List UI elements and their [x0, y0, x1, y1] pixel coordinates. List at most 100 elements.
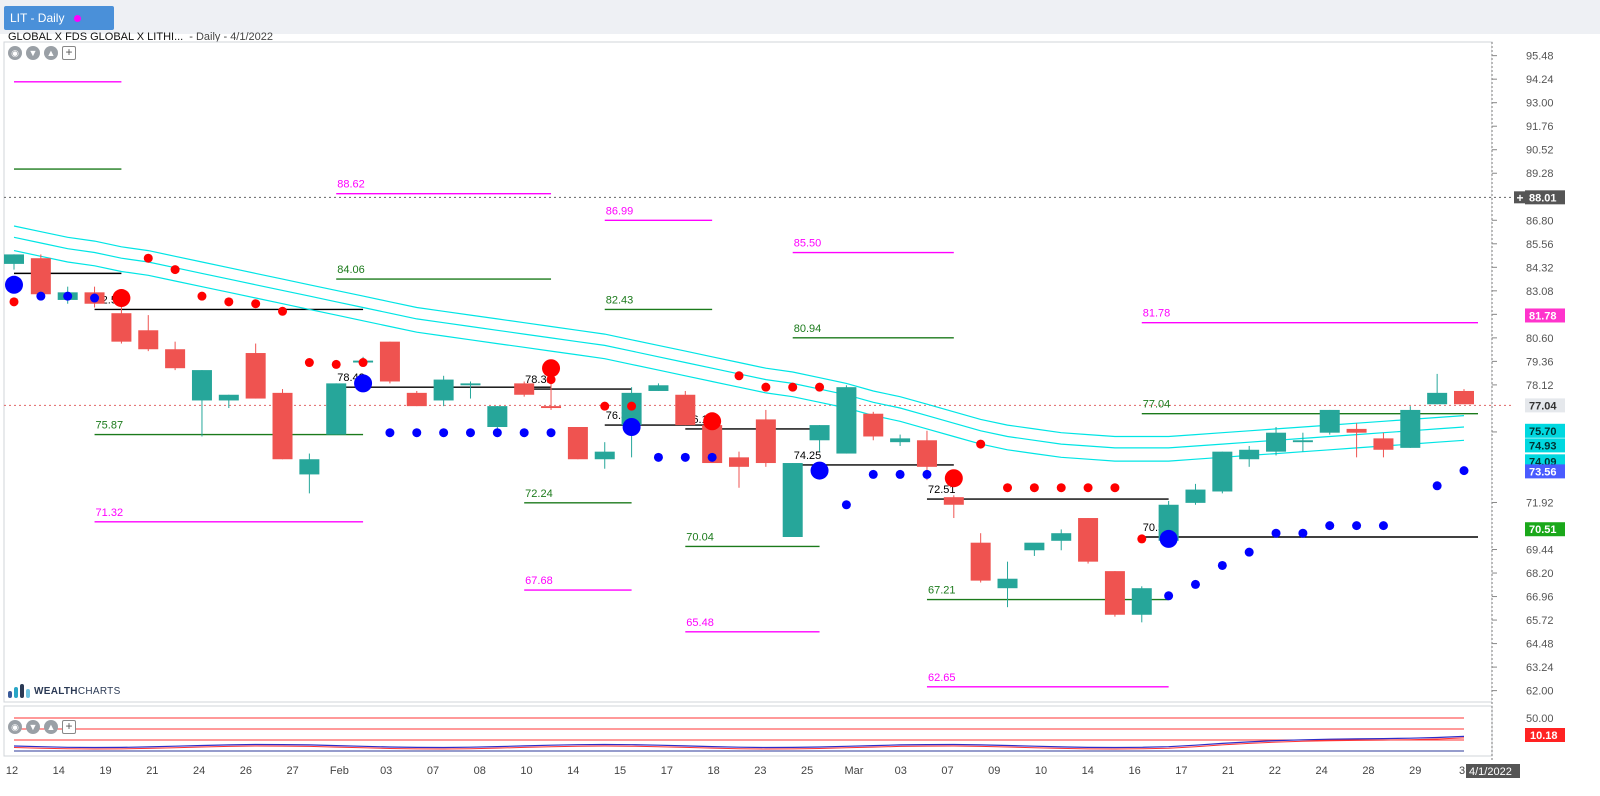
candle [165, 341, 186, 371]
candle [970, 533, 991, 583]
candle [1212, 451, 1233, 494]
crosshair-plus-icon: + [1514, 191, 1526, 205]
chart-tab-label: LIT - Daily [10, 11, 65, 25]
x-tick-label: 16 [1128, 765, 1140, 777]
add-panel-icon[interactable]: + [62, 46, 76, 60]
blue-dot [1378, 521, 1388, 531]
sub-collapse-up-icon[interactable]: ▲ [44, 720, 58, 734]
price-badge-label: 81.78 [1529, 310, 1557, 322]
black-level-line-label: 74.25 [794, 450, 822, 462]
sub-collapse-down-icon[interactable]: ▼ [26, 720, 40, 734]
green-level-line-label: 70.04 [686, 531, 714, 543]
collapse-down-icon[interactable]: ▼ [26, 46, 40, 60]
blue-dot [465, 428, 475, 438]
x-tick-label: 03 [895, 765, 907, 777]
candle [1266, 427, 1287, 456]
x-tick-label: Mar [844, 765, 863, 777]
sub-add-panel-icon[interactable]: + [62, 720, 76, 734]
candle-body [272, 392, 293, 460]
y-tick-label: 71.92 [1526, 497, 1554, 509]
y-tick-label: 79.36 [1526, 356, 1554, 368]
x-tick-label: 29 [1409, 765, 1421, 777]
candle-body [943, 497, 964, 505]
candle-body [1454, 390, 1474, 405]
blue-dots-large [5, 275, 1178, 548]
green-level-line-label: 75.87 [96, 420, 124, 432]
blue-dot [1271, 528, 1281, 538]
magenta-levels: 88.62 86.99 85.50 81.78 71.32 67.68 65.48 62.65 [14, 81, 1478, 688]
sub-crosshair-tool-icon[interactable]: ◉ [8, 720, 22, 734]
red-dot-large [944, 469, 963, 488]
collapse-up-icon[interactable]: ▲ [44, 46, 58, 60]
x-tick-label: 24 [193, 765, 205, 777]
x-tick-label: 08 [474, 765, 486, 777]
price-badge-label: 73.56 [1529, 466, 1557, 478]
candle [863, 411, 884, 441]
candle-body [1292, 440, 1313, 443]
logo-text-prefix: WEALTH [34, 685, 78, 697]
candle-body [594, 451, 615, 460]
magenta-level-line-label: 88.62 [337, 179, 365, 191]
chart-subtitle: GLOBAL X FDS GLOBAL X LITHI... - Daily - … [8, 30, 273, 44]
green-level-line-label: 77.04 [1143, 399, 1171, 411]
candle-body [755, 419, 776, 464]
y-tick-label: 84.32 [1526, 262, 1554, 274]
candle-body [1212, 451, 1233, 492]
x-tick-label: 17 [1175, 765, 1187, 777]
blue-dot-large [5, 275, 23, 294]
green-levels: 84.06 82.43 80.94 77.04 75.87 72.24 70.04 67.21 [14, 168, 1478, 601]
candle-body [299, 459, 320, 475]
blue-dot [519, 428, 529, 438]
green-level-line-label: 82.43 [606, 294, 634, 306]
price-badge [1525, 522, 1565, 537]
candle [1454, 389, 1474, 405]
candle-body [1400, 409, 1421, 448]
crosshair-plus-box [1514, 191, 1526, 204]
date-badge: 4/1/2022 [1466, 764, 1520, 778]
blue-dot-large [354, 374, 373, 393]
red-dot [761, 382, 771, 392]
candle [1078, 518, 1099, 564]
candle-body [514, 383, 535, 395]
candle [1131, 586, 1152, 623]
red-dot [788, 382, 798, 392]
red-dot [815, 382, 825, 392]
chart-tab[interactable]: LIT - Daily [4, 6, 114, 30]
y-tick-label: 85.56 [1526, 239, 1554, 251]
candle [379, 341, 400, 384]
candle-body [1266, 432, 1287, 452]
x-tick-label: 17 [661, 765, 673, 777]
y-tick-label: 62.00 [1526, 686, 1554, 698]
red-dot [1003, 483, 1013, 493]
blue-dot-large [622, 418, 641, 436]
blue-dot [385, 428, 395, 438]
red-dot [627, 401, 637, 411]
crosshair-tool-icon[interactable]: ◉ [8, 46, 22, 60]
candle [675, 390, 696, 426]
red-dot [170, 265, 180, 275]
red-dot [224, 297, 234, 307]
candle-body [4, 254, 24, 264]
price-badge-label: 70.51 [1529, 524, 1557, 536]
blue-dot [1244, 547, 1254, 557]
blue-dot [1298, 528, 1308, 538]
sub-panel-controls: ◉ ▼ ▲ + [8, 720, 76, 734]
y-tick-label: 66.96 [1526, 592, 1554, 604]
sub-oscillator-line [13, 735, 1465, 749]
candle-body [916, 440, 937, 467]
candle [809, 425, 830, 452]
price-axis-background [1492, 42, 1600, 702]
price-badge [1525, 308, 1565, 323]
blue-dot [1190, 579, 1200, 589]
red-dot [1137, 534, 1147, 544]
blue-dot [492, 428, 502, 438]
tab-status-dot-icon [74, 15, 82, 23]
x-tick-label: 27 [287, 765, 299, 777]
price-badge-label: 74.93 [1529, 440, 1557, 452]
x-tick-label: 21 [146, 765, 158, 777]
candle-body [567, 427, 588, 460]
candle-body [702, 425, 723, 464]
blue-dot-large [1159, 529, 1178, 548]
candle [1239, 445, 1260, 467]
